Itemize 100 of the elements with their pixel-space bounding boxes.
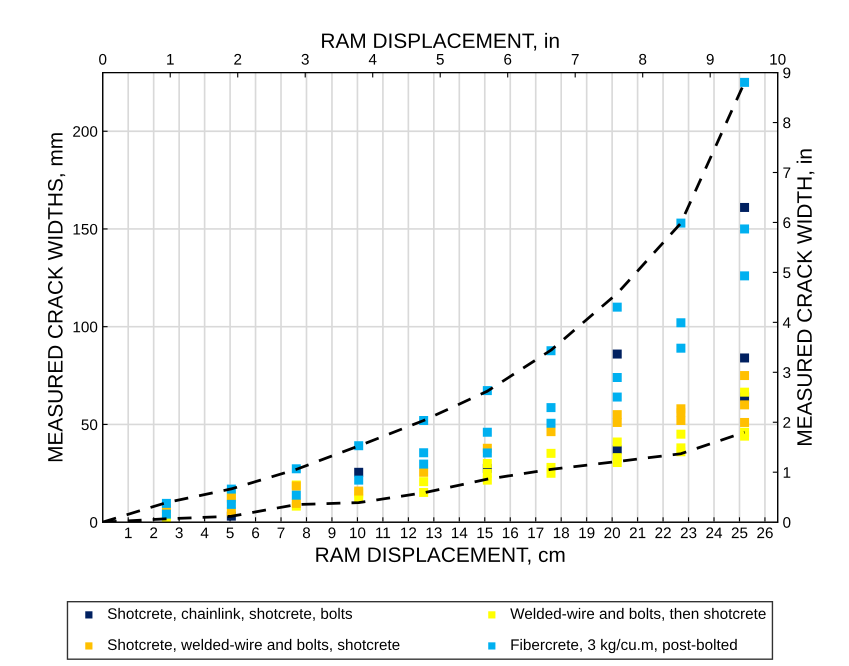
point (612, 458, 622, 468)
x-tick-label: 2 (150, 527, 158, 538)
legend-label: Fibercrete, 3 kg/cu.m, post-bolted (511, 638, 737, 654)
y2-tick-label: 9 (783, 67, 790, 78)
point (419, 477, 428, 486)
x-tick-label: 4 (200, 528, 208, 538)
point (612, 438, 622, 447)
point (740, 432, 750, 441)
point (546, 427, 556, 436)
point (612, 418, 622, 427)
x-tick-label: 3 (175, 527, 183, 538)
y-tick-label: 200 (73, 126, 98, 137)
y2-axis-title: MEASURED CRACK WIDTH, in (796, 149, 814, 445)
point (740, 224, 750, 234)
point (162, 498, 171, 508)
x-tick-label: 26 (757, 527, 773, 538)
point (546, 448, 556, 458)
y2-tick-label: 1 (784, 467, 790, 478)
point (612, 302, 622, 312)
x-tick-label: 6 (252, 527, 260, 538)
point (740, 400, 750, 410)
x-tick-label: 25 (732, 527, 748, 538)
point (676, 318, 686, 328)
point (676, 344, 686, 353)
point (740, 418, 750, 427)
point (740, 388, 750, 397)
x2-tick-label: 9 (706, 54, 714, 65)
x-tick-label: 16 (502, 527, 518, 538)
y2-tick-label: 2 (783, 417, 790, 428)
point (482, 459, 492, 468)
x2-tick-label: 5 (436, 54, 444, 65)
x-tick-label: 14 (452, 528, 468, 538)
point (546, 418, 556, 428)
x-tick-label: 1 (125, 528, 132, 538)
point (226, 500, 236, 509)
point (419, 468, 428, 477)
point (740, 353, 750, 362)
point (740, 78, 750, 87)
x2-tick-label: 0 (99, 54, 106, 65)
x2-axis-title: RAM DISPLACEMENT, in (322, 32, 559, 51)
point (292, 490, 301, 500)
point (612, 392, 622, 402)
x-tick-label: 13 (426, 527, 442, 538)
point (612, 373, 622, 382)
y-tick-label: 150 (74, 224, 98, 235)
x-tick-label: 20 (604, 527, 620, 538)
point (292, 498, 301, 508)
y-tick-label: 100 (74, 322, 98, 332)
x-tick-label: 11 (376, 528, 390, 538)
y-tick-label: 0 (90, 517, 98, 528)
x2-tick-label: 10 (770, 54, 786, 65)
x-tick-label: 17 (528, 528, 544, 538)
point (354, 476, 364, 485)
x-tick-label: 24 (706, 527, 722, 538)
point (162, 510, 171, 519)
point (419, 488, 428, 497)
point (740, 202, 750, 212)
x-tick-label: 10 (350, 527, 366, 538)
point (676, 430, 686, 439)
x-tick-label: 5 (226, 528, 234, 538)
x-tick-label: 15 (477, 528, 493, 538)
x-tick-label: 12 (401, 527, 416, 538)
x-tick-label: 9 (328, 527, 336, 538)
x-tick-label: 7 (278, 528, 284, 538)
y2-tick-label: 5 (783, 267, 790, 278)
y2-tick-label: 7 (783, 168, 790, 178)
point (354, 441, 364, 450)
point (546, 403, 556, 412)
y2-tick-label: 3 (783, 367, 790, 378)
x2-tick-label: 3 (302, 54, 309, 65)
x-tick-label: 19 (579, 527, 594, 538)
x-axis-title: RAM DISPLACEMENT, cm (316, 547, 564, 565)
point (676, 416, 686, 426)
point (482, 428, 492, 437)
x-tick-label: 18 (554, 527, 570, 538)
y2-tick-label: 4 (782, 317, 791, 328)
x2-tick-label: 7 (572, 54, 579, 65)
legend-label: Welded-wire and bolts, then shotcrete (510, 608, 766, 621)
point (419, 448, 428, 458)
y2-tick-label: 6 (783, 217, 790, 228)
x-tick-label: 8 (302, 527, 310, 538)
x2-tick-label: 6 (504, 54, 512, 65)
x-tick-label: 22 (655, 527, 671, 538)
point (482, 448, 492, 458)
y2-tick-label: 8 (783, 117, 790, 128)
legend-label: Shotcrete, chainlink, shotcrete, bolts (108, 608, 352, 621)
x-tick-label: 23 (680, 527, 696, 538)
y-tick-label: 50 (81, 419, 98, 430)
point (612, 350, 622, 359)
x-tick-label: 21 (630, 527, 646, 538)
y-axis-title: MEASURED CRACK WIDTHS, mm (48, 133, 66, 462)
x2-tick-label: 8 (639, 54, 646, 65)
y2-tick-label: 0 (783, 517, 790, 528)
x2-tick-label: 1 (167, 54, 174, 65)
point (419, 460, 428, 469)
x2-tick-label: 2 (234, 54, 242, 65)
legend-label: Shotcrete, welded-wire and bolts, shotcrete (108, 638, 400, 652)
point (740, 271, 750, 280)
point (740, 371, 750, 380)
x2-tick-label: 4 (368, 54, 377, 65)
